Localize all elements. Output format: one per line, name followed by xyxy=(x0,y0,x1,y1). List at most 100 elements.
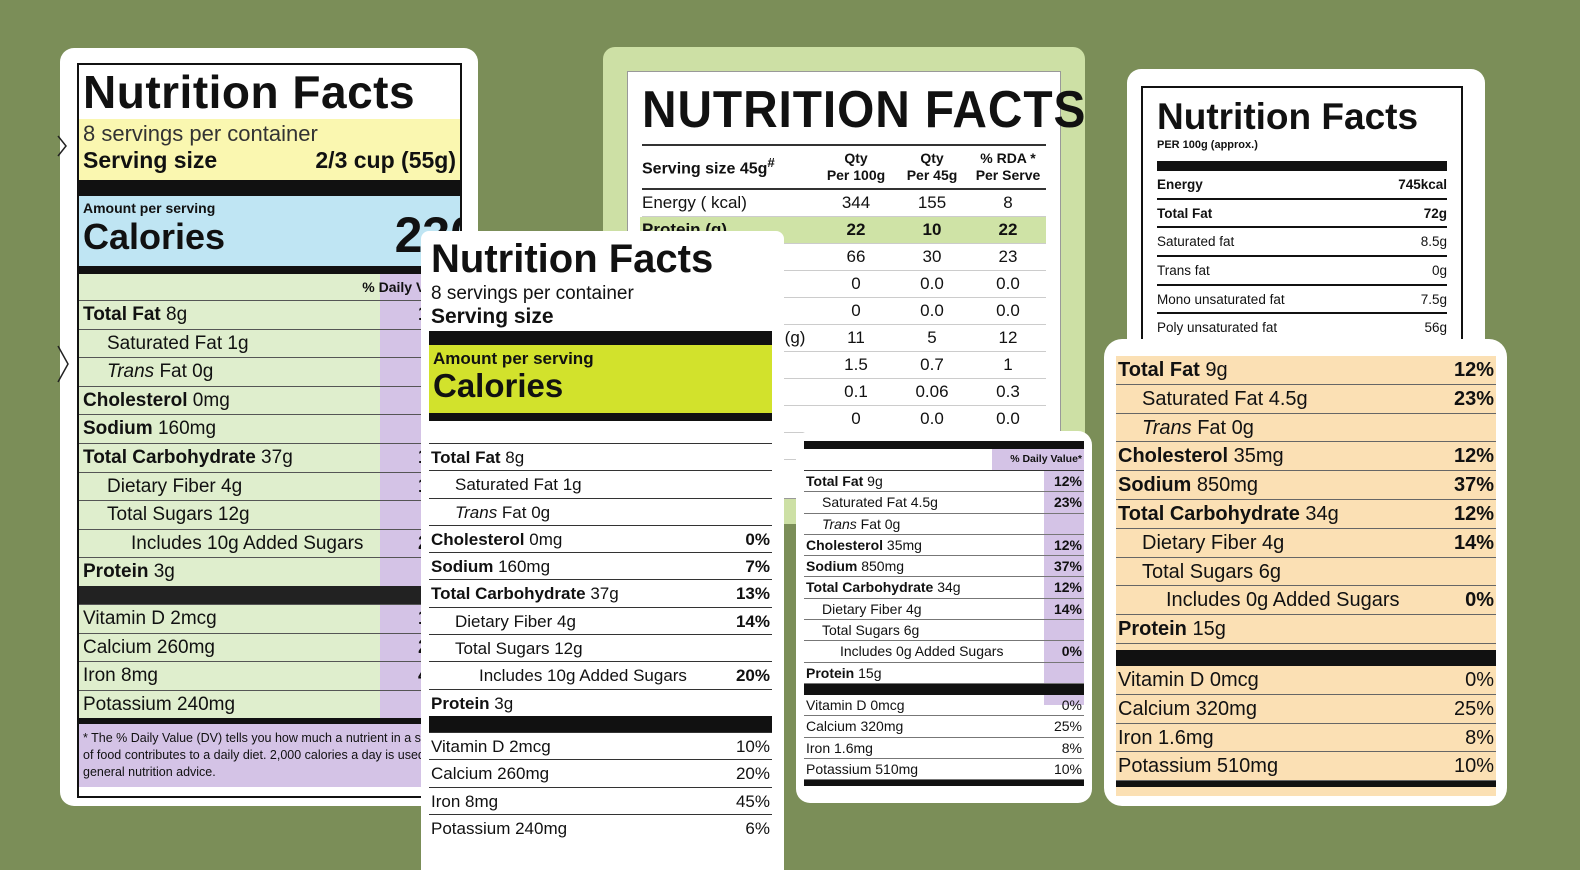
label-6-nutrient-table: Total Fat 9g 12% Saturated Fat 4.5g 23% Tran… xyxy=(1116,356,1496,796)
label-6-row: Protein 15g xyxy=(1116,615,1496,644)
label-3-title: NUTRITION FACTS xyxy=(642,81,1085,139)
label-6-nutrient-name: Trans Fat 0g xyxy=(1118,414,1254,442)
label-2-nutrient-bold: Protein xyxy=(431,693,490,713)
label-4-nutrient-name: Total Carbohydrate 34g xyxy=(806,577,961,597)
label-3-value-v3: 0.0 xyxy=(996,274,1020,293)
label-6-nutrient-amount: 9g xyxy=(1199,359,1228,381)
label-2-vitamin-row: Potassium 240mg 6% xyxy=(429,813,772,841)
chevron-right-icon xyxy=(57,135,67,157)
label-6-nutrient-amount: 35mg xyxy=(1228,445,1284,468)
label-1-thick-rule xyxy=(79,180,460,196)
label-2-vitamin-dv: 20% xyxy=(735,764,770,784)
label-2-frame: Nutrition Facts 8 servings per container… xyxy=(429,237,772,870)
label-3-nutrient-name: Energy ( kcal) xyxy=(642,193,747,212)
label-3-value-v3: 23 xyxy=(998,247,1018,266)
label-3-header-row: Serving size 45g# Qty Per 100g Qty Per 45g… xyxy=(642,146,1046,190)
label-4-nutrient-amount: Saturated Fat 4.5g xyxy=(822,494,938,511)
label-6-nutrient-dv: 12% xyxy=(1453,502,1494,525)
label-5-per: PER 100g (approx.) xyxy=(1157,139,1258,151)
label-3-value-v2: 5 xyxy=(927,328,937,347)
label-4-vitamin-dv: 0% xyxy=(1061,696,1082,713)
label-2-nutrient-dv: 7% xyxy=(745,557,770,577)
label-5-nutrient-name: Trans fat xyxy=(1157,263,1210,279)
label-4-vitamin-row: Calcium 320mg 25% xyxy=(804,716,1084,738)
label-2-servings: 8 servings per container xyxy=(431,283,634,304)
label-6-nutrient-bold: Sodium xyxy=(1118,474,1192,497)
label-1-nutrient-bold: Sodium xyxy=(83,418,153,440)
label-1-nutrient-name: Dietary Fiber 4g xyxy=(83,476,242,497)
label-4-row: Includes 0g Added Sugars 0% xyxy=(804,641,1084,663)
label-3-col3-line1: % RDA * xyxy=(980,150,1036,167)
label-2-nutrient-bold: Cholesterol xyxy=(431,529,525,549)
label-6-row: Total Sugars 6g xyxy=(1116,558,1496,587)
label-2-nutrient-name: Trans Fat 0g xyxy=(431,499,550,525)
label-1-frame: Nutrition Facts 8 servings per container… xyxy=(77,63,462,798)
label-4-nutrient-dv: 37% xyxy=(1053,558,1082,575)
label-3-col2-line1: Qty xyxy=(920,150,944,167)
label-6-nutrient-name: Saturated Fat 4.5g xyxy=(1118,385,1308,413)
label-6-row: Total Carbohydrate 34g 12% xyxy=(1116,500,1496,529)
label-2-row: Dietary Fiber 4g 14% xyxy=(429,606,772,634)
label-6-nutrient-name: Sodium 850mg xyxy=(1118,471,1258,499)
label-6-vitamin-name: Vitamin D 0mcg xyxy=(1118,668,1259,691)
label-1-nutrient-bold: Cholesterol xyxy=(83,389,188,411)
label-3-value-v1: 1.5 xyxy=(844,355,868,374)
label-1-nutrient-table: % Daily Value* Total Fat 8g10% Saturated … xyxy=(79,274,460,719)
label-4-row: Total Carbohydrate 34g 12% xyxy=(804,577,1084,599)
label-1-nutrient-amount: Total Sugars 12g xyxy=(107,504,250,526)
label-6-nutrient-dv: 14% xyxy=(1453,531,1494,554)
label-6-vitamin-name: Calcium 320mg xyxy=(1118,697,1257,720)
label-3-value-v3: 0.0 xyxy=(996,409,1020,428)
label-1-nutrient-amount: Saturated Fat 1g xyxy=(107,332,249,354)
label-4-nutrient-amount: Fat 0g xyxy=(856,515,901,532)
label-1-nutrient-italic: Trans xyxy=(107,361,155,383)
label-2-row: Saturated Fat 1g xyxy=(429,470,772,497)
label-6-nutrient-dv: 37% xyxy=(1453,474,1494,497)
label-3-value-v1: 11 xyxy=(847,328,865,347)
label-6-nutrient-amount: 850mg xyxy=(1191,474,1259,497)
label-2-nutrient-amount: 0mg xyxy=(524,529,563,549)
label-6-vitamin-row: Calcium 320mg 25% xyxy=(1116,695,1496,724)
label-6-row: Total Fat 9g 12% xyxy=(1116,356,1496,385)
label-3-col-per100: Qty Per 100g xyxy=(818,150,894,184)
label-2-nutrient-italic: Trans xyxy=(455,502,498,522)
label-5-row: Saturated fat 8.5g xyxy=(1157,228,1447,258)
label-5-nutrient-name: Saturated fat xyxy=(1157,234,1235,250)
label-2-vitamin-dv: 6% xyxy=(745,818,770,838)
label-1-dv-header: % Daily Value* xyxy=(79,274,460,300)
label-2-nutrient-dv: 20% xyxy=(735,666,770,686)
label-6-row: Trans Fat 0g xyxy=(1116,414,1496,443)
label-2-amount-per-serving: Amount per serving xyxy=(433,349,594,368)
label-4-nutrient-amount: 9g xyxy=(863,473,883,489)
label-2-vitamin-name: Potassium 240mg xyxy=(431,818,568,838)
label-4-bottom-rule xyxy=(804,780,1084,787)
label-2-nutrient-name: Protein 3g xyxy=(431,690,513,716)
label-4-row: Protein 15g xyxy=(804,663,1084,684)
label-3-value-v1: 0.1 xyxy=(844,382,868,401)
label-4-nutrient-name: Trans Fat 0g xyxy=(806,514,900,534)
label-5-frame: Nutrition Facts PER 100g (approx.) Energ… xyxy=(1141,86,1463,353)
label-6-nutrient-amount: Dietary Fiber 4g xyxy=(1142,531,1285,554)
label-3-col-rda: % RDA * Per Serve xyxy=(970,150,1046,184)
label-1-nutrient-name: Trans Fat 0g xyxy=(83,361,213,382)
label-5-row: Energy 745kcal xyxy=(1157,171,1447,200)
label-1-row: Saturated Fat 1g xyxy=(79,328,460,358)
label-4-vitamin-row: Iron 1.6mg 8% xyxy=(804,738,1084,759)
label-4-nutrient-dv: 12% xyxy=(1053,536,1082,553)
label-1-nutrient-bold: Protein xyxy=(83,561,149,583)
label-3-col1-line2: Per 100g xyxy=(826,167,886,183)
label-4-nutrient-name: Total Fat 9g xyxy=(806,471,883,491)
label-2-nutrient-amount: Total Sugars 12g xyxy=(455,639,583,659)
label-4-dv-header-text: % Daily Value* xyxy=(992,449,1084,470)
label-4-row: Total Sugars 6g xyxy=(804,620,1084,642)
nutrition-label-6: Total Fat 9g 12% Saturated Fat 4.5g 23% Tran… xyxy=(1104,339,1507,806)
label-2-vitamin-name: Iron 8mg xyxy=(431,791,499,811)
label-4-nutrient-amount: 35mg xyxy=(883,536,922,553)
label-4-nutrient-amount: Dietary Fiber 4g xyxy=(822,600,922,617)
label-2-row: Cholesterol 0mg 0% xyxy=(429,524,772,552)
label-3-col2-line2: Per 45g xyxy=(906,167,958,183)
label-2-nutrient-amount: 37g xyxy=(585,584,619,604)
label-6-vitamin-dv: 25% xyxy=(1453,697,1494,720)
label-1-vitamin-name: Iron 8mg xyxy=(83,665,158,687)
